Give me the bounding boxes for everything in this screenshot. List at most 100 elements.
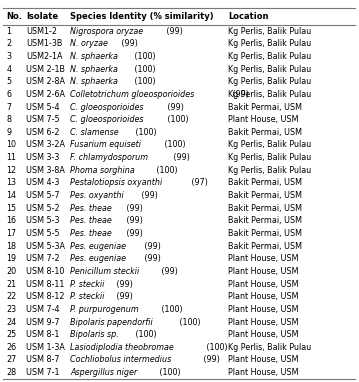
Text: 9: 9 xyxy=(6,128,11,137)
Text: 3: 3 xyxy=(6,52,11,61)
Text: Pes. eugeniae: Pes. eugeniae xyxy=(70,242,126,251)
Text: Kg Perlis, Balik Pulau: Kg Perlis, Balik Pulau xyxy=(228,27,311,36)
Text: (100): (100) xyxy=(154,166,177,175)
Text: USM 1-3A: USM 1-3A xyxy=(26,343,65,352)
Text: P. purpurogenum: P. purpurogenum xyxy=(70,305,139,314)
Text: C. gloeosporioides: C. gloeosporioides xyxy=(70,115,144,124)
Text: Plant House, USM: Plant House, USM xyxy=(228,280,298,288)
Text: Kg Perlis, Balik Pulau: Kg Perlis, Balik Pulau xyxy=(228,77,311,86)
Text: N. sphaerka: N. sphaerka xyxy=(70,65,118,74)
Text: (99): (99) xyxy=(165,102,184,112)
Text: (99): (99) xyxy=(124,216,143,225)
Text: Pes. theae: Pes. theae xyxy=(70,204,112,213)
Text: Plant House, USM: Plant House, USM xyxy=(228,356,298,364)
Text: (100): (100) xyxy=(162,141,185,149)
Text: Bakit Permai, USM: Bakit Permai, USM xyxy=(228,128,302,137)
Text: USM 4-3: USM 4-3 xyxy=(26,178,59,188)
Text: USM 3-2A: USM 3-2A xyxy=(26,141,65,149)
Text: Kg Perlis, Balik Pulau: Kg Perlis, Balik Pulau xyxy=(228,65,311,74)
Text: USM 6-2: USM 6-2 xyxy=(26,128,59,137)
Text: Nigrospora oryzae: Nigrospora oryzae xyxy=(70,27,143,36)
Text: 13: 13 xyxy=(6,178,17,188)
Text: Plant House, USM: Plant House, USM xyxy=(228,254,298,263)
Text: (99): (99) xyxy=(119,39,138,48)
Text: 17: 17 xyxy=(6,229,17,238)
Text: 25: 25 xyxy=(6,330,17,339)
Text: Bakit Permai, USM: Bakit Permai, USM xyxy=(228,102,302,112)
Text: 1: 1 xyxy=(6,27,11,36)
Text: 18: 18 xyxy=(6,242,17,251)
Text: 22: 22 xyxy=(6,292,17,301)
Text: USM 5-7: USM 5-7 xyxy=(26,191,60,200)
Text: Plant House, USM: Plant House, USM xyxy=(228,115,298,124)
Text: USM 5-2: USM 5-2 xyxy=(26,204,60,213)
Text: 7: 7 xyxy=(6,102,11,112)
Text: Pes. eugeniae: Pes. eugeniae xyxy=(70,254,126,263)
Text: Kg Perlis, Balik Pulau: Kg Perlis, Balik Pulau xyxy=(228,166,311,175)
Text: (100): (100) xyxy=(177,317,200,327)
Text: Kg Perlis, Balik Pulau: Kg Perlis, Balik Pulau xyxy=(228,90,311,99)
Text: (100): (100) xyxy=(204,343,228,352)
Text: C. slamense: C. slamense xyxy=(70,128,118,137)
Text: Bakit Permai, USM: Bakit Permai, USM xyxy=(228,204,302,213)
Text: 19: 19 xyxy=(6,254,17,263)
Text: USM 7-2: USM 7-2 xyxy=(26,254,60,263)
Text: Plant House, USM: Plant House, USM xyxy=(228,305,298,314)
Text: Pes. theae: Pes. theae xyxy=(70,216,112,225)
Text: Bipolaris sp.: Bipolaris sp. xyxy=(70,330,119,339)
Text: Species Identity (% similarity): Species Identity (% similarity) xyxy=(70,12,214,21)
Text: (99): (99) xyxy=(115,280,133,288)
Text: 20: 20 xyxy=(6,267,17,276)
Text: Colletotrichum gloeosporioides: Colletotrichum gloeosporioides xyxy=(70,90,194,99)
Text: P. steckii: P. steckii xyxy=(70,292,104,301)
Text: 15: 15 xyxy=(6,204,17,213)
Text: (99): (99) xyxy=(124,229,143,238)
Text: USM 5-5: USM 5-5 xyxy=(26,229,60,238)
Text: USM 2-6A: USM 2-6A xyxy=(26,90,65,99)
Text: Lasiodiplodia theobromae: Lasiodiplodia theobromae xyxy=(70,343,174,352)
Text: Bakit Permai, USM: Bakit Permai, USM xyxy=(228,191,302,200)
Text: USM 2-1B: USM 2-1B xyxy=(26,65,65,74)
Text: (100): (100) xyxy=(133,128,157,137)
Text: 12: 12 xyxy=(6,166,17,175)
Text: USM 9-7: USM 9-7 xyxy=(26,317,60,327)
Text: (99): (99) xyxy=(142,254,161,263)
Text: Bakit Permai, USM: Bakit Permai, USM xyxy=(228,242,302,251)
Text: Bipolaris papendorfii: Bipolaris papendorfii xyxy=(70,317,153,327)
Text: 8: 8 xyxy=(6,115,11,124)
Text: Location: Location xyxy=(228,12,269,21)
Text: (99): (99) xyxy=(115,292,133,301)
Text: USM 5-3A: USM 5-3A xyxy=(26,242,65,251)
Text: USM 5-3: USM 5-3 xyxy=(26,216,59,225)
Text: USM 8-1: USM 8-1 xyxy=(26,330,59,339)
Text: 24: 24 xyxy=(6,317,17,327)
Text: C. gloeosporioides: C. gloeosporioides xyxy=(70,102,144,112)
Text: Bakit Permai, USM: Bakit Permai, USM xyxy=(228,178,302,188)
Text: USM1-2: USM1-2 xyxy=(26,27,57,36)
Text: Pestalotiopsis oxyanthi: Pestalotiopsis oxyanthi xyxy=(70,178,162,188)
Text: 6: 6 xyxy=(6,90,11,99)
Text: USM 2-8A: USM 2-8A xyxy=(26,77,65,86)
Text: USM 8-7: USM 8-7 xyxy=(26,356,59,364)
Text: 23: 23 xyxy=(6,305,17,314)
Text: No.: No. xyxy=(6,12,23,21)
Text: 4: 4 xyxy=(6,65,11,74)
Text: Plant House, USM: Plant House, USM xyxy=(228,317,298,327)
Text: (100): (100) xyxy=(132,65,155,74)
Text: 26: 26 xyxy=(6,343,17,352)
Text: (100): (100) xyxy=(133,330,157,339)
Text: (99): (99) xyxy=(164,27,183,36)
Text: F. chlamydosporum: F. chlamydosporum xyxy=(70,153,148,162)
Text: Kg Perlis, Balik Pulau: Kg Perlis, Balik Pulau xyxy=(228,153,311,162)
Text: USM 5-4: USM 5-4 xyxy=(26,102,59,112)
Text: USM1-3B: USM1-3B xyxy=(26,39,62,48)
Text: Plant House, USM: Plant House, USM xyxy=(228,292,298,301)
Text: (99): (99) xyxy=(230,90,249,99)
Text: Kg Perlis, Balik Pulau: Kg Perlis, Balik Pulau xyxy=(228,52,311,61)
Text: (97): (97) xyxy=(189,178,208,188)
Text: Plant House, USM: Plant House, USM xyxy=(228,330,298,339)
Text: Kg Perlis, Balik Pulau: Kg Perlis, Balik Pulau xyxy=(228,39,311,48)
Text: USM 7-5: USM 7-5 xyxy=(26,115,60,124)
Text: (100): (100) xyxy=(157,368,180,377)
Text: (100): (100) xyxy=(132,77,155,86)
